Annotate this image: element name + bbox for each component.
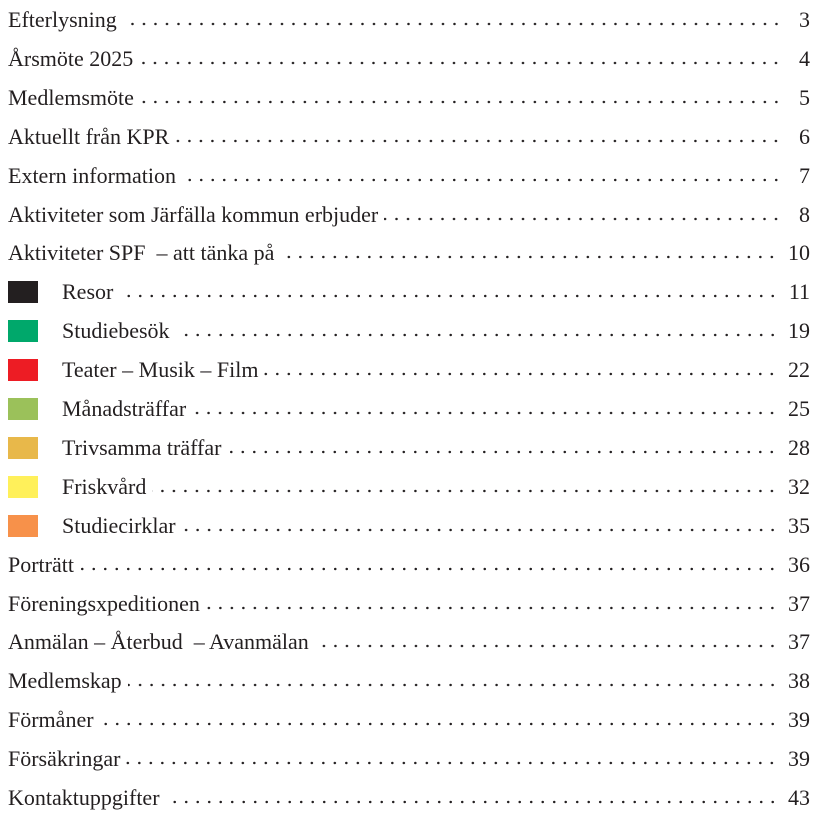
page-number: 10 xyxy=(788,240,810,266)
page-number: 6 xyxy=(799,123,810,149)
entry-title: Medlemskap xyxy=(8,668,122,694)
dot-leader xyxy=(182,177,782,182)
toc-entry: Friskvård 32 xyxy=(8,472,810,502)
entry-title: Förmåner xyxy=(8,707,94,733)
page-number: 37 xyxy=(788,590,810,616)
page-number: 35 xyxy=(788,512,810,538)
color-swatch xyxy=(8,359,38,382)
toc-entry: Månadsträffar 25 xyxy=(8,394,810,424)
entry-title: Månadsträffar xyxy=(62,396,187,421)
page-number: 39 xyxy=(788,746,810,772)
entry-title: Trivsamma träffar xyxy=(62,434,222,460)
dot-leader xyxy=(127,683,778,688)
page-number: 3 xyxy=(799,7,810,32)
dot-leader xyxy=(314,644,778,649)
dot-leader xyxy=(192,411,778,415)
page-number: 38 xyxy=(788,668,810,694)
toc-entry: Teater – Musik – Film 22 xyxy=(8,355,810,385)
dot-leader xyxy=(175,333,778,338)
toc-entry: Aktiviteter som Järfälla kommun erbjuder… xyxy=(8,200,810,230)
page-number: 36 xyxy=(788,551,810,577)
toc-entry: Aktiviteter SPF – att tänka på 10 xyxy=(8,238,810,268)
toc-entry: Trivsamma träffar 28 xyxy=(8,433,810,463)
entry-title: Porträtt xyxy=(8,551,74,577)
color-swatch xyxy=(8,398,38,420)
dot-leader xyxy=(227,449,778,454)
dot-leader xyxy=(99,722,778,727)
toc-entry: Resor 11 xyxy=(8,277,810,307)
color-swatch xyxy=(8,475,38,498)
toc-entry: Försäkringar 39 xyxy=(8,744,810,774)
entry-title: Årsmöte 2025 xyxy=(8,45,134,71)
toc-entry: Aktuellt från KPR 6 xyxy=(8,122,810,152)
color-swatch xyxy=(8,436,38,459)
page-number: 25 xyxy=(788,396,810,421)
dot-leader xyxy=(119,294,779,299)
color-swatch xyxy=(8,320,38,343)
page-number: 19 xyxy=(788,318,810,344)
toc-entry: Anmälan – Återbud – Avanmälan 37 xyxy=(8,627,810,657)
dot-leader xyxy=(139,99,782,104)
entry-title: Studiecirklar xyxy=(62,512,176,538)
entry-title: Extern information xyxy=(8,162,177,188)
toc-entry: Porträtt 36 xyxy=(8,550,810,580)
toc-entry: Föreningsxpeditionen 37 xyxy=(8,589,810,619)
entry-title: Anmälan – Återbud – Avanmälan xyxy=(8,629,309,655)
page-number: 8 xyxy=(799,201,810,227)
color-swatch xyxy=(8,514,38,537)
toc-entry: Extern information 7 xyxy=(8,161,810,191)
page-number: 5 xyxy=(799,84,810,110)
entry-title: Medlemsmöte xyxy=(8,84,134,110)
page-number: 22 xyxy=(788,357,810,383)
page-number: 43 xyxy=(788,785,810,810)
entry-title: Kontaktuppgifter xyxy=(8,785,160,810)
dot-leader xyxy=(122,22,782,26)
dot-leader xyxy=(205,605,778,610)
dot-leader xyxy=(165,800,778,804)
dot-leader xyxy=(139,60,782,65)
dot-leader xyxy=(280,255,778,260)
entry-title: Teater – Musik – Film xyxy=(62,357,259,383)
toc-entry: Studiebesök 19 xyxy=(8,316,810,346)
toc-entry: Förmåner 39 xyxy=(8,705,810,735)
page-number: 28 xyxy=(788,434,810,460)
dot-leader xyxy=(264,372,778,377)
page-number: 7 xyxy=(799,162,810,188)
page-number: 11 xyxy=(788,279,810,305)
toc-entry: Medlemsmöte 5 xyxy=(8,83,810,113)
toc-entry: Kontaktuppgifter 43 xyxy=(8,783,810,813)
page-number: 39 xyxy=(788,707,810,733)
toc-entry: Studiecirklar 35 xyxy=(8,511,810,541)
toc-entry: Årsmöte 2025 4 xyxy=(8,44,810,74)
toc-entry: Medlemskap 38 xyxy=(8,666,810,696)
entry-title: Resor xyxy=(62,279,114,305)
dot-leader xyxy=(175,138,782,143)
toc-entry: Efterlysning 3 xyxy=(8,5,810,35)
color-swatch xyxy=(8,281,38,304)
dot-leader xyxy=(181,527,778,532)
dot-leader xyxy=(384,216,782,221)
dot-leader xyxy=(152,488,778,493)
page-number: 37 xyxy=(788,629,810,655)
entry-title: Studiebesök xyxy=(62,318,170,344)
page-number: 4 xyxy=(799,45,810,71)
entry-title: Friskvård xyxy=(62,473,147,499)
entry-title: Efterlysning xyxy=(8,7,117,32)
dot-leader xyxy=(80,566,778,571)
page-number: 32 xyxy=(788,473,810,499)
entry-title: Aktiviteter SPF – att tänka på xyxy=(8,240,275,266)
entry-title: Försäkringar xyxy=(8,746,121,772)
entry-title: Föreningsxpeditionen xyxy=(8,590,200,616)
entry-title: Aktuellt från KPR xyxy=(8,123,170,149)
entry-title: Aktiviteter som Järfälla kommun erbjuder xyxy=(8,201,379,227)
dot-leader xyxy=(126,761,778,766)
